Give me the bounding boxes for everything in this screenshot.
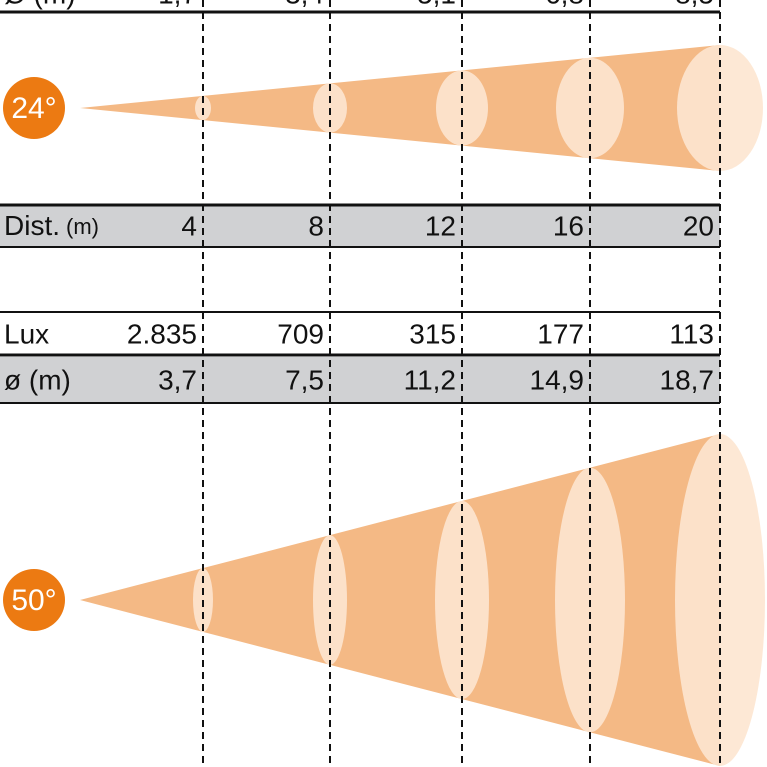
- row-label: Ø (m): [4, 0, 76, 9]
- row-value: 11,2: [404, 364, 456, 395]
- row-label: Lux: [4, 318, 49, 349]
- angle-badge: [3, 569, 65, 631]
- row-value: 113: [669, 318, 714, 349]
- row-value: 8: [308, 210, 324, 241]
- row-value: 20: [683, 210, 714, 241]
- row-value: 177: [537, 318, 584, 349]
- row-value: 14,9: [530, 364, 585, 395]
- angle-label: 24°: [11, 92, 56, 125]
- row-value: 3,7: [158, 364, 197, 395]
- background-layer: [0, 10, 720, 404]
- row-value: 5,1: [417, 0, 456, 9]
- row-value: 3,4: [285, 0, 324, 9]
- row-value: 16: [553, 210, 584, 241]
- beam-cone: [80, 434, 720, 766]
- row-value: 2.835: [127, 318, 197, 349]
- row-value: 12: [425, 210, 456, 241]
- beam-cones: [80, 45, 765, 766]
- row-value: 18,7: [660, 364, 715, 395]
- row-value: 709: [277, 318, 324, 349]
- labels: 24° 50° Ø (m) 1,7 3,4 5,1 6,8 8,5 Lux 2.835 709 315…: [3, 0, 714, 631]
- row-value: 7,5: [285, 364, 324, 395]
- beam-cone: [80, 45, 720, 171]
- angle-label: 50°: [11, 584, 56, 617]
- row-value: 4: [181, 210, 197, 241]
- row-value: 1,7: [158, 0, 197, 9]
- row-value: 8,5: [675, 0, 714, 9]
- distance-unit: (m): [66, 214, 99, 239]
- row-band: [0, 205, 720, 247]
- angle-badge: [3, 77, 65, 139]
- row-value: 6,8: [545, 0, 584, 9]
- row-band: [0, 357, 720, 403]
- distance-markers: [202, 0, 721, 767]
- row-value: 315: [409, 318, 456, 349]
- row-label: Dist. (m): [4, 210, 99, 241]
- distance-label: Dist.: [4, 210, 60, 241]
- row-label: ø (m): [4, 364, 71, 395]
